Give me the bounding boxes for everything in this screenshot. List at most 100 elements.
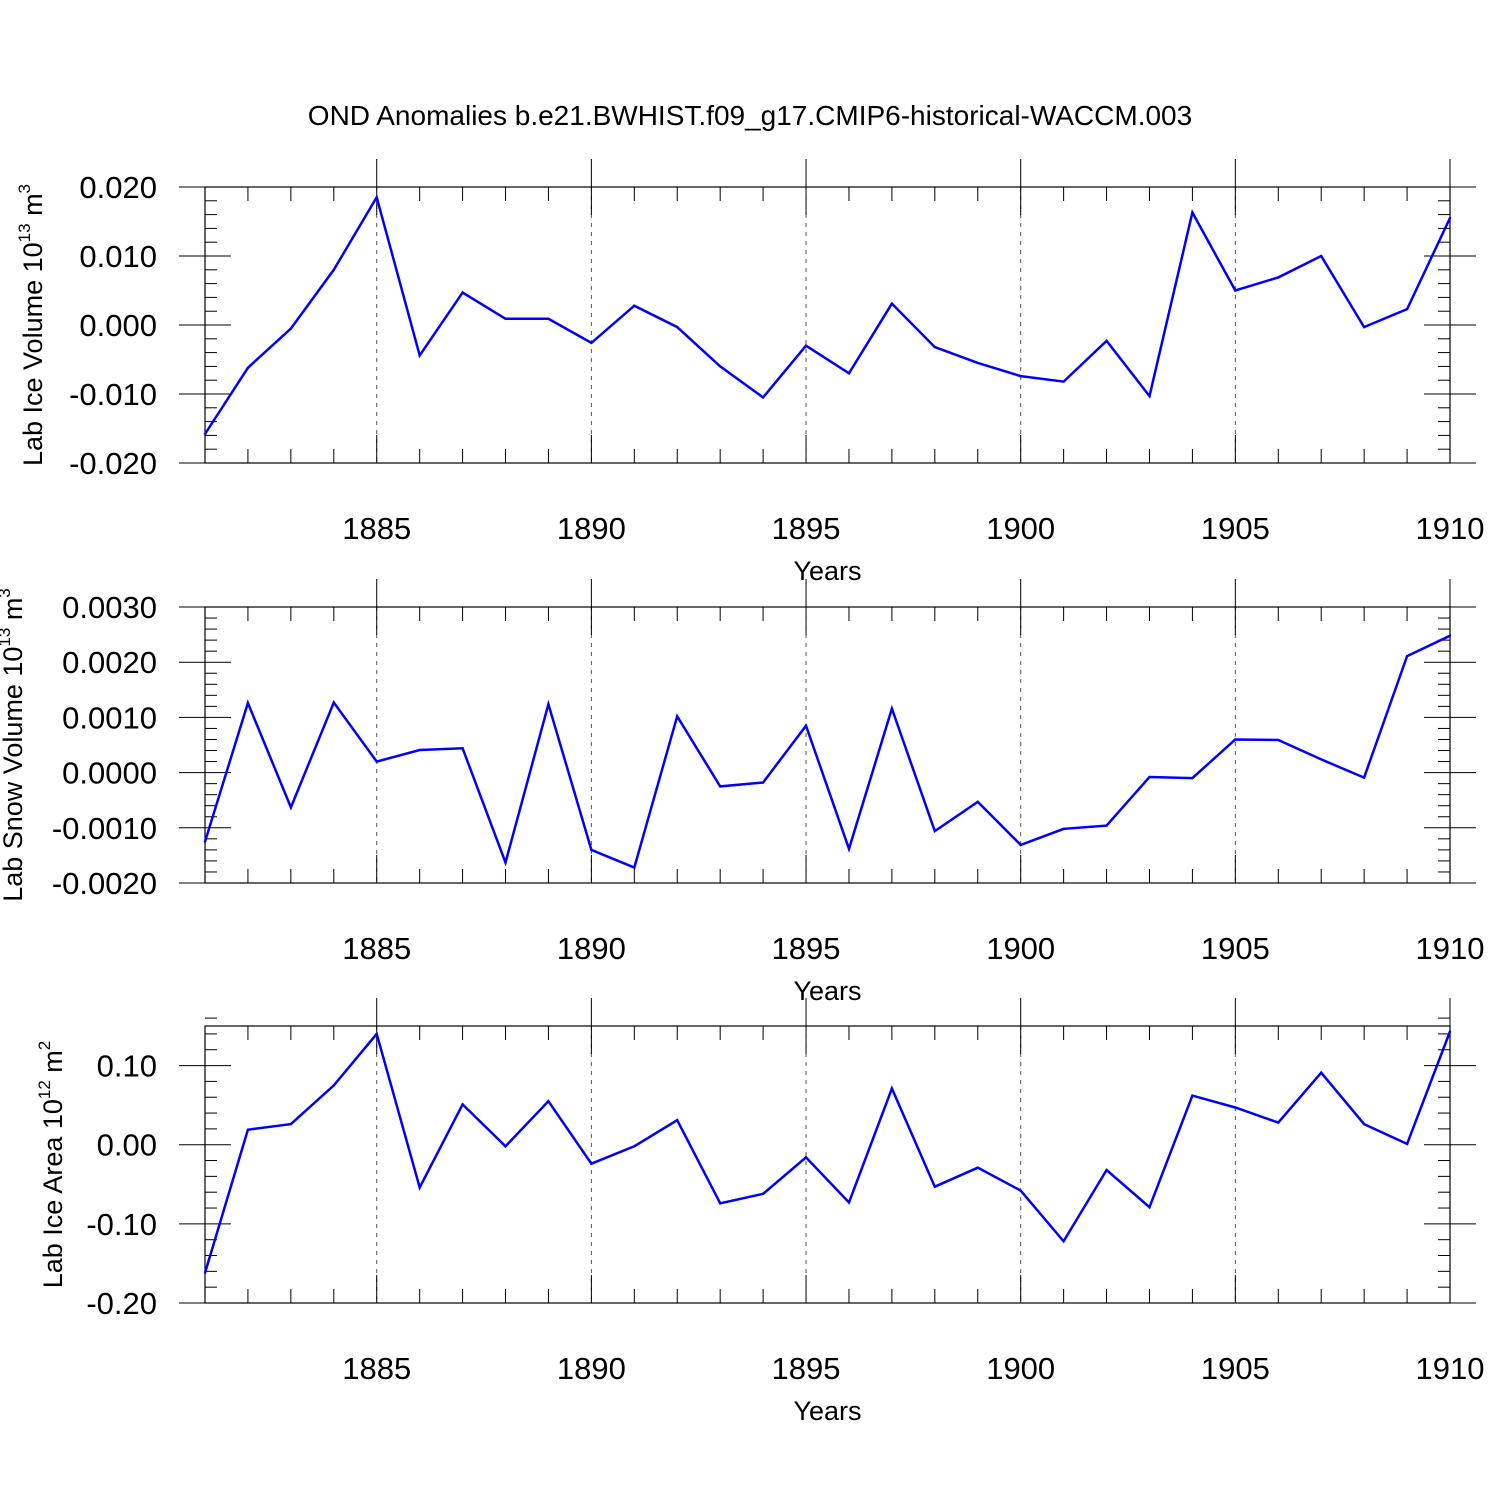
data-point xyxy=(504,861,507,864)
data-point xyxy=(1234,738,1237,741)
data-point xyxy=(847,847,851,850)
data-point xyxy=(1362,325,1366,329)
data-point xyxy=(1148,775,1151,779)
x-axis-label: Years xyxy=(793,556,861,586)
data-point xyxy=(1277,276,1280,279)
data-point xyxy=(633,866,636,869)
data-point xyxy=(590,341,593,345)
data-point xyxy=(847,1201,851,1204)
plot-frame xyxy=(204,186,1451,464)
data-point xyxy=(761,781,765,784)
y-tick-label: 0.0030 xyxy=(62,590,157,625)
data-point xyxy=(332,1084,335,1087)
y-tick-label: 0.010 xyxy=(79,239,157,274)
data-point xyxy=(1320,758,1323,761)
data-point xyxy=(1105,1168,1108,1172)
x-tick-label: 1910 xyxy=(1416,1351,1485,1386)
data-point xyxy=(590,848,593,852)
data-point xyxy=(332,701,335,704)
data-point xyxy=(1062,1240,1065,1243)
data-point xyxy=(375,196,378,199)
data-point xyxy=(1448,1030,1452,1033)
data-point xyxy=(375,1032,378,1036)
data-point xyxy=(1191,776,1194,780)
y-tick-label: 0.0010 xyxy=(62,700,157,735)
data-point xyxy=(1448,216,1452,220)
x-tick-label: 1895 xyxy=(772,511,841,546)
data-point xyxy=(761,1192,765,1195)
plot-frame xyxy=(204,606,1451,884)
panel-1: -0.020 -0.010 0.000 0.010 0.020 1885 1890 1895 1… xyxy=(15,159,1484,586)
data-point xyxy=(933,829,937,833)
data-point xyxy=(933,1185,937,1188)
panel-3: -0.20 -0.10 0.00 0.10 1885 1890 1895 1900 1905 19… xyxy=(35,998,1484,1426)
x-tick-label: 1900 xyxy=(986,931,1055,966)
data-point xyxy=(1234,289,1237,292)
data-point xyxy=(676,715,679,718)
data-point xyxy=(203,840,207,843)
data-point xyxy=(976,1166,979,1169)
y-tick-label: -0.010 xyxy=(69,377,157,412)
x-tick-label: 1890 xyxy=(557,511,626,546)
x-axis-label: Years xyxy=(793,976,861,1006)
data-point xyxy=(1277,1121,1280,1124)
x-tick-label: 1895 xyxy=(772,1351,841,1386)
data-point xyxy=(1191,1094,1194,1097)
x-tick-label: 1900 xyxy=(986,511,1055,546)
data-point xyxy=(718,785,722,788)
data-point xyxy=(676,325,679,329)
data-point xyxy=(1191,211,1194,214)
x-tick-label: 1885 xyxy=(342,931,411,966)
data-point xyxy=(847,372,851,375)
y-tick-label: 0.0020 xyxy=(62,645,157,680)
data-point xyxy=(1148,1206,1151,1209)
y-tick-label: 0.000 xyxy=(79,308,157,343)
data-point xyxy=(1362,1122,1366,1126)
data-point xyxy=(289,327,293,330)
y-axis-label: Lab Snow Volume 1013 m3 xyxy=(0,588,28,902)
data-point xyxy=(718,365,722,368)
data-point xyxy=(461,747,464,750)
data-point xyxy=(1019,1189,1022,1192)
data-point xyxy=(504,1145,507,1148)
y-tick-label: -0.10 xyxy=(86,1207,157,1242)
data-point xyxy=(761,396,765,399)
data-point xyxy=(1148,394,1151,398)
x-tick-label: 1910 xyxy=(1416,931,1485,966)
data-point xyxy=(203,1271,207,1275)
data-point xyxy=(890,1087,894,1090)
data-point xyxy=(1019,374,1022,378)
data-point xyxy=(890,707,894,710)
data-point xyxy=(461,291,464,294)
plot-frame xyxy=(204,1025,1451,1304)
data-point xyxy=(1405,307,1409,311)
data-point xyxy=(1105,339,1108,343)
data-point xyxy=(418,1186,421,1189)
x-tick-label: 1905 xyxy=(1201,931,1270,966)
y-tick-label: 0.10 xyxy=(97,1049,157,1084)
series-line xyxy=(203,194,1452,435)
data-point xyxy=(418,354,421,357)
data-point xyxy=(676,1118,679,1122)
data-point xyxy=(246,366,250,369)
data-point xyxy=(633,1145,636,1148)
data-point xyxy=(1277,738,1280,742)
y-tick-label: 0.020 xyxy=(79,170,157,205)
x-tick-label: 1885 xyxy=(342,1351,411,1386)
x-tick-label: 1895 xyxy=(772,931,841,966)
data-point xyxy=(203,432,207,436)
data-point xyxy=(633,304,636,307)
chart-title: OND Anomalies b.e21.BWHIST.f09_g17.CMIP6… xyxy=(308,100,1192,131)
data-point xyxy=(375,760,378,763)
data-point xyxy=(1105,824,1108,827)
data-point xyxy=(246,701,250,705)
data-point xyxy=(1362,776,1366,779)
data-point xyxy=(976,361,979,365)
x-tick-label: 1885 xyxy=(342,511,411,546)
data-point xyxy=(547,702,550,706)
data-point xyxy=(246,1128,250,1131)
data-point xyxy=(504,317,507,320)
panel-2: -0.0020 -0.0010 0.0000 0.0010 0.0020 0.0030 18… xyxy=(0,579,1484,1006)
data-point xyxy=(289,806,293,809)
